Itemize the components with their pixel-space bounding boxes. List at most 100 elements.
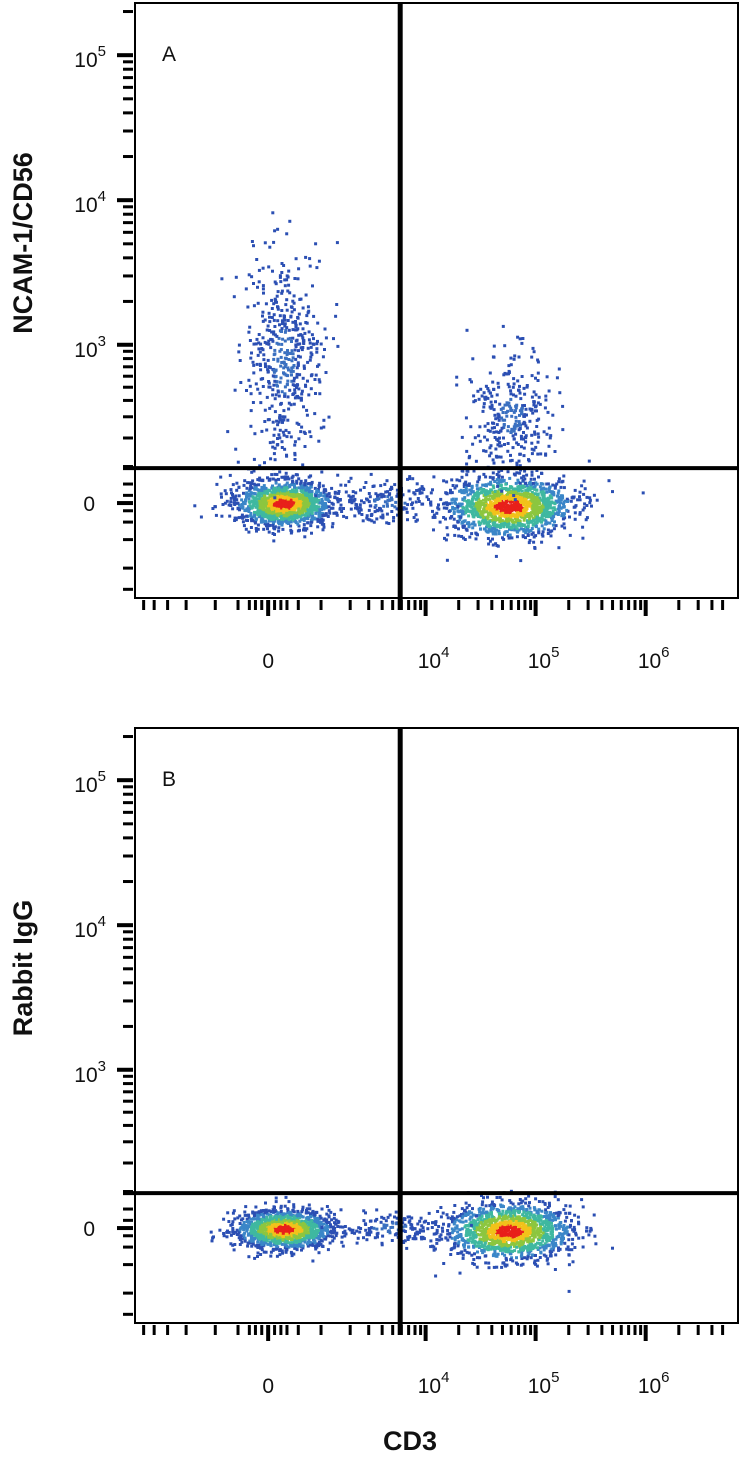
event-dot <box>500 497 504 500</box>
event-dot <box>538 502 541 506</box>
event-dot <box>303 516 307 520</box>
event-dot <box>264 487 267 491</box>
event-dot <box>316 1236 320 1240</box>
event-dot <box>584 518 588 522</box>
event-dot <box>508 404 512 408</box>
event-dot <box>505 516 509 520</box>
event-dot <box>278 509 282 513</box>
event-dot <box>305 1216 309 1220</box>
event-dot <box>277 486 281 490</box>
event-dot <box>261 314 264 318</box>
event-dot <box>292 376 296 380</box>
event-dot <box>331 502 335 506</box>
event-dot <box>293 485 296 489</box>
event-dot <box>227 1230 231 1234</box>
event-dot <box>506 513 509 517</box>
event-dot <box>437 507 441 511</box>
event-dot <box>264 365 267 369</box>
event-dot <box>585 504 589 507</box>
event-dot <box>327 509 331 513</box>
event-dot <box>287 518 291 522</box>
event-dot <box>411 477 415 481</box>
event-dot <box>292 495 296 498</box>
event-dot <box>518 464 522 468</box>
event-dot <box>253 432 257 436</box>
event-dot <box>490 394 494 398</box>
event-dot <box>496 416 500 420</box>
event-dot <box>310 490 314 493</box>
event-dot <box>283 351 287 355</box>
event-dot <box>501 418 505 422</box>
event-dot <box>257 483 261 487</box>
event-dot <box>489 503 493 507</box>
event-dot <box>308 482 312 485</box>
event-dot <box>540 524 544 528</box>
event-dot <box>333 1226 337 1230</box>
event-dot <box>506 449 510 453</box>
event-dot <box>497 532 501 536</box>
event-dot <box>395 507 399 511</box>
event-dot <box>285 298 289 302</box>
event-dot <box>310 482 314 486</box>
event-dot <box>268 512 272 515</box>
event-dot <box>519 499 523 503</box>
event-dot <box>327 1208 331 1212</box>
event-dot <box>472 469 476 473</box>
event-dot <box>230 491 233 495</box>
event-dot <box>516 523 520 527</box>
event-dot <box>543 513 547 517</box>
event-dot <box>458 518 462 522</box>
event-dot <box>477 520 481 524</box>
event-dot <box>261 514 265 518</box>
event-dot <box>272 383 276 387</box>
event-dot <box>277 529 281 533</box>
event-dot <box>301 505 305 509</box>
event-dot <box>529 519 533 523</box>
event-dot <box>281 415 285 419</box>
event-dot <box>494 554 498 558</box>
event-dot <box>322 523 326 526</box>
event-dot <box>253 1211 257 1215</box>
event-dot <box>351 494 355 498</box>
event-dot <box>255 529 258 533</box>
event-dot <box>485 525 488 529</box>
event-dot <box>271 393 275 397</box>
event-dot <box>496 381 500 385</box>
event-dot <box>223 501 227 505</box>
event-dot <box>488 475 492 479</box>
event-dot <box>247 510 251 513</box>
event-dot <box>499 444 503 448</box>
event-dot <box>278 416 282 420</box>
event-dot <box>305 1209 308 1212</box>
event-dot <box>288 501 292 505</box>
event-dot <box>264 1208 268 1212</box>
event-dot <box>265 328 269 332</box>
event-dot <box>559 485 563 489</box>
event-dot <box>295 516 299 520</box>
event-dot <box>519 507 523 511</box>
event-dot <box>470 522 474 526</box>
event-dot <box>258 1246 262 1250</box>
event-dot <box>294 1214 298 1218</box>
event-dot <box>293 458 297 461</box>
event-dot <box>315 506 319 510</box>
event-dot <box>301 498 305 502</box>
event-dot <box>300 513 303 517</box>
event-dot <box>268 494 272 498</box>
event-dot <box>315 488 319 492</box>
event-dot <box>392 516 396 519</box>
event-dot <box>511 487 515 491</box>
event-dot <box>258 350 262 354</box>
event-dot <box>294 511 297 515</box>
event-dot <box>351 490 355 494</box>
event-dot <box>544 394 548 398</box>
events <box>193 211 645 563</box>
event-dot <box>316 1224 320 1228</box>
event-dot <box>554 499 558 503</box>
event-dot <box>238 1214 242 1218</box>
event-dot <box>233 498 236 502</box>
event-dot <box>542 430 546 434</box>
event-dot <box>288 1241 292 1245</box>
event-dot <box>282 264 286 267</box>
event-dot <box>385 502 389 506</box>
